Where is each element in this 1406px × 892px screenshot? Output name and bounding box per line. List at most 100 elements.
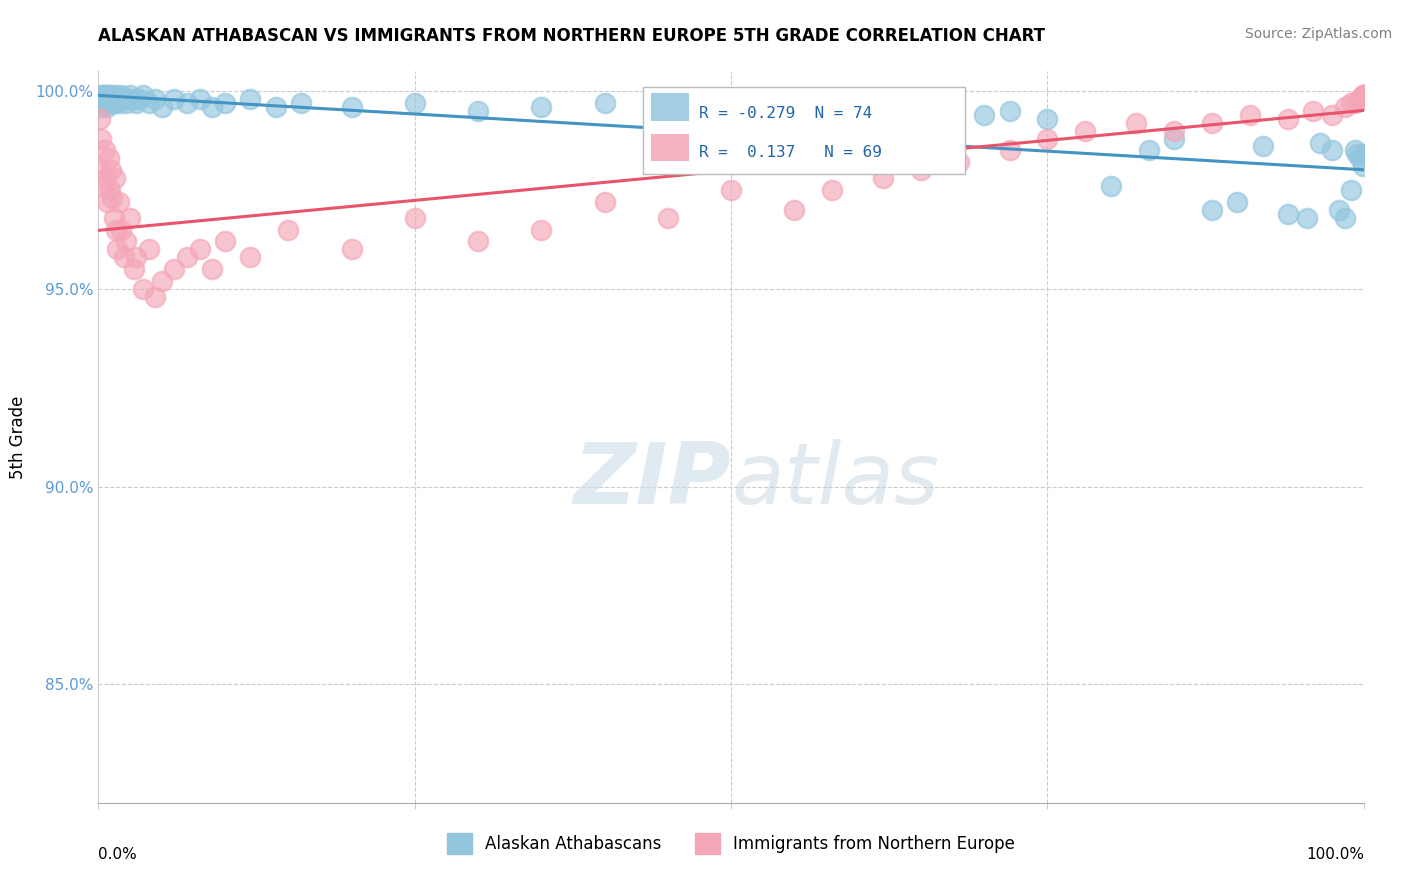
Point bbox=[720, 183, 742, 197]
Text: R =  0.137   N = 69: R = 0.137 N = 69 bbox=[699, 145, 883, 160]
Point bbox=[93, 88, 117, 103]
Point bbox=[128, 92, 150, 106]
Point bbox=[97, 152, 120, 166]
Point bbox=[150, 100, 173, 114]
Point bbox=[122, 92, 145, 106]
Point bbox=[1347, 147, 1369, 161]
Point bbox=[1036, 112, 1059, 126]
Point bbox=[103, 92, 125, 106]
Point bbox=[1344, 95, 1367, 110]
Point bbox=[530, 100, 553, 114]
Point bbox=[107, 92, 129, 106]
Point bbox=[90, 95, 112, 110]
Point bbox=[340, 100, 363, 114]
Bar bbox=[651, 134, 689, 161]
Point bbox=[188, 242, 211, 256]
Point bbox=[1074, 123, 1097, 137]
Point bbox=[720, 100, 742, 114]
Point bbox=[340, 242, 363, 256]
Point bbox=[176, 95, 198, 110]
Point bbox=[910, 163, 932, 178]
Point bbox=[1344, 144, 1367, 158]
Point bbox=[91, 163, 114, 178]
Point bbox=[783, 103, 806, 118]
Point bbox=[98, 183, 121, 197]
Point bbox=[163, 262, 186, 277]
Point bbox=[112, 92, 135, 106]
Point bbox=[138, 242, 160, 256]
Point bbox=[1163, 123, 1185, 137]
Point bbox=[103, 211, 125, 225]
Point bbox=[112, 250, 135, 264]
Point bbox=[1350, 92, 1372, 106]
Point bbox=[1353, 147, 1375, 161]
Point bbox=[214, 95, 236, 110]
Bar bbox=[651, 94, 689, 121]
Point bbox=[872, 171, 894, 186]
Point bbox=[1353, 88, 1375, 103]
Point bbox=[91, 100, 114, 114]
Point bbox=[290, 95, 312, 110]
Point bbox=[1353, 88, 1375, 103]
Point bbox=[93, 179, 115, 194]
Point bbox=[132, 282, 155, 296]
Point bbox=[132, 88, 155, 103]
Point bbox=[97, 92, 120, 106]
Point bbox=[104, 95, 127, 110]
Legend: Alaskan Athabascans, Immigrants from Northern Europe: Alaskan Athabascans, Immigrants from Nor… bbox=[440, 827, 1022, 860]
Point bbox=[910, 103, 932, 118]
Text: 0.0%: 0.0% bbox=[98, 847, 138, 862]
Bar bbox=[643, 87, 965, 174]
Point bbox=[1353, 88, 1375, 103]
Point bbox=[1137, 144, 1160, 158]
Point bbox=[1353, 92, 1375, 106]
Text: ALASKAN ATHABASCAN VS IMMIGRANTS FROM NORTHERN EUROPE 5TH GRADE CORRELATION CHAR: ALASKAN ATHABASCAN VS IMMIGRANTS FROM NO… bbox=[98, 27, 1046, 45]
Text: Source: ZipAtlas.com: Source: ZipAtlas.com bbox=[1244, 27, 1392, 41]
Point bbox=[107, 242, 129, 256]
Text: R = -0.279  N = 74: R = -0.279 N = 74 bbox=[699, 106, 873, 120]
Point bbox=[101, 191, 124, 205]
Point bbox=[1340, 95, 1362, 110]
Point bbox=[1353, 88, 1375, 103]
Point bbox=[150, 274, 173, 288]
Point bbox=[107, 194, 129, 209]
Point bbox=[110, 88, 132, 103]
Point bbox=[1347, 92, 1369, 106]
Point bbox=[404, 211, 426, 225]
Point bbox=[1201, 116, 1223, 130]
Point bbox=[783, 202, 806, 217]
Point bbox=[1036, 131, 1059, 145]
Point bbox=[1239, 108, 1261, 122]
Point bbox=[467, 103, 489, 118]
Point bbox=[96, 100, 118, 114]
Text: ZIP: ZIP bbox=[574, 440, 731, 523]
Point bbox=[93, 144, 117, 158]
Point bbox=[96, 88, 118, 103]
Point bbox=[1353, 92, 1375, 106]
Point bbox=[94, 92, 117, 106]
Point bbox=[1351, 88, 1374, 103]
Point bbox=[657, 211, 679, 225]
Point bbox=[201, 262, 224, 277]
Point bbox=[214, 235, 236, 249]
Point bbox=[89, 92, 111, 106]
Point bbox=[998, 144, 1021, 158]
Point bbox=[138, 95, 160, 110]
Point bbox=[593, 95, 616, 110]
Point bbox=[1251, 139, 1274, 153]
Point bbox=[101, 88, 124, 103]
Point bbox=[1277, 207, 1299, 221]
Point bbox=[239, 92, 262, 106]
Point bbox=[125, 95, 148, 110]
Point bbox=[1322, 144, 1344, 158]
Point bbox=[120, 211, 141, 225]
Point bbox=[1201, 202, 1223, 217]
Point bbox=[1353, 92, 1375, 106]
Text: 100.0%: 100.0% bbox=[1306, 847, 1364, 862]
Point bbox=[122, 262, 145, 277]
Point bbox=[1333, 211, 1355, 225]
Point bbox=[846, 108, 869, 122]
Point bbox=[107, 95, 129, 110]
Point bbox=[115, 95, 138, 110]
Point bbox=[239, 250, 262, 264]
